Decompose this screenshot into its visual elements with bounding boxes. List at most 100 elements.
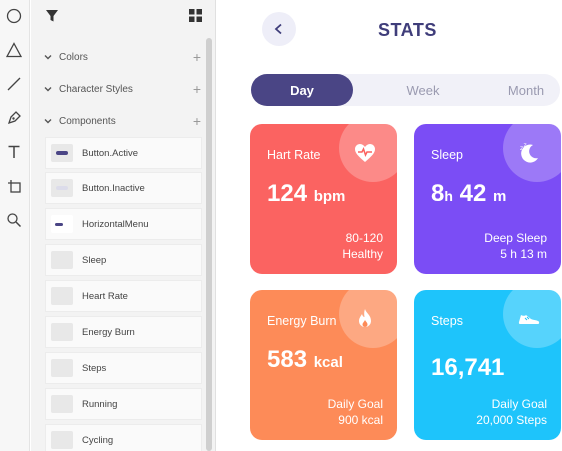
component-name: HorizontalMenu [82, 218, 149, 230]
component-thumbnail [51, 287, 73, 305]
component-name: Sleep [82, 254, 107, 266]
card-decoration [503, 290, 561, 348]
section-components[interactable]: Components + [31, 111, 209, 131]
energy-burn-card[interactable]: Energy Burn 583 kcal Daily Goal 900 kcal [250, 290, 397, 440]
chevron-down-icon [44, 55, 52, 60]
triangle-tool-icon[interactable] [4, 40, 24, 60]
energy-value: 583 kcal [267, 346, 343, 374]
section-label: Components [59, 115, 116, 127]
heart-status: Healthy [342, 247, 383, 261]
add-component-button[interactable]: + [192, 113, 202, 129]
card-title: Hart Rate [267, 148, 321, 162]
card-footer: Daily Goal 900 kcal [328, 396, 383, 428]
component-name: Button.Inactive [82, 182, 145, 194]
value-unit: kcal [313, 354, 343, 371]
heart-rate-value: 124 bpm [267, 180, 345, 208]
shoe-icon [504, 294, 554, 344]
component-thumbnail [51, 323, 73, 341]
card-footer: Deep Sleep 5 h 13 m [484, 230, 547, 262]
value-hours: 8 [431, 180, 445, 207]
assets-toolbar [31, 0, 215, 34]
component-thumbnail [51, 144, 73, 162]
heart-rate-icon [340, 128, 390, 178]
section-label: Colors [59, 51, 88, 63]
steps-goal-value: 20,000 Steps [476, 413, 547, 427]
heart-rate-card[interactable]: Hart Rate 124 bpm 80-120 Healthy [250, 124, 397, 274]
component-item[interactable]: Running [45, 388, 202, 420]
value-unit-hours: h [444, 188, 453, 204]
value-minutes: 42 [459, 180, 487, 207]
card-title: Sleep [431, 148, 463, 162]
card-decoration [503, 124, 561, 182]
ellipse-tool-icon[interactable] [4, 6, 24, 26]
chevron-left-icon [274, 23, 282, 35]
tab-week[interactable]: Week [406, 82, 440, 98]
chevron-down-icon [44, 119, 52, 124]
flame-icon [340, 294, 390, 344]
component-name: Heart Rate [82, 290, 128, 302]
page-title: STATS [378, 20, 437, 40]
filter-icon[interactable] [45, 9, 59, 23]
value-unit: bpm [313, 188, 346, 205]
component-name: Cycling [82, 434, 114, 446]
steps-value: 16,741 [431, 354, 505, 381]
tab-month[interactable]: Month [507, 82, 545, 98]
tool-rail [0, 0, 30, 451]
app-canvas: STATS Day Week Month Hart Rate 124 bpm 8… [233, 0, 562, 451]
card-title: Steps [431, 314, 463, 328]
line-tool-icon[interactable] [4, 74, 24, 94]
component-thumbnail [51, 431, 73, 449]
component-name: Button.Active [82, 147, 138, 159]
value-number: 583 [267, 346, 308, 373]
chevron-down-icon [44, 87, 52, 92]
back-button[interactable] [262, 12, 296, 46]
text-tool-icon[interactable] [4, 142, 24, 162]
assets-scrollbar[interactable] [206, 38, 212, 451]
zoom-tool-icon[interactable] [4, 210, 24, 230]
add-character-style-button[interactable]: + [192, 81, 202, 97]
deep-sleep-label: Deep Sleep [484, 231, 547, 245]
steps-card[interactable]: Steps 16,741 Daily Goal 20,000 Steps [414, 290, 561, 440]
component-item[interactable]: Energy Burn [45, 316, 202, 348]
period-tabs: Day Week Month [251, 74, 560, 106]
card-title: Energy Burn [267, 314, 337, 328]
component-item[interactable]: HorizontalMenu [45, 208, 202, 240]
component-thumbnail [51, 395, 73, 413]
svg-text:z: z [520, 145, 523, 152]
add-color-button[interactable]: + [192, 49, 202, 65]
component-item[interactable]: Steps [45, 352, 202, 384]
component-thumbnail [51, 359, 73, 377]
energy-goal-value: 900 kcal [338, 413, 383, 427]
artboard-tool-icon[interactable] [4, 176, 24, 196]
deep-sleep-value: 5 h 13 m [500, 247, 547, 261]
grid-view-icon[interactable] [189, 9, 202, 22]
component-name: Energy Burn [82, 326, 135, 338]
section-label: Character Styles [59, 83, 133, 95]
energy-goal-label: Daily Goal [327, 397, 383, 411]
heart-range: 80-120 [345, 231, 383, 245]
section-character-styles[interactable]: Character Styles + [31, 79, 209, 99]
component-item[interactable]: Cycling [45, 424, 202, 451]
component-thumbnail [51, 179, 73, 197]
component-item[interactable]: Button.Inactive [45, 172, 202, 204]
pen-tool-icon[interactable] [4, 108, 24, 128]
sleep-value: 8h 42 m [431, 180, 506, 208]
svg-text:z: z [524, 142, 527, 149]
component-thumbnail [51, 215, 73, 233]
component-thumbnail [51, 251, 73, 269]
value-number: 124 [267, 180, 308, 207]
section-colors[interactable]: Colors + [31, 47, 209, 67]
component-item[interactable]: Button.Active [45, 137, 202, 169]
component-name: Steps [82, 362, 107, 374]
component-item[interactable]: Sleep [45, 244, 202, 276]
card-footer: Daily Goal 20,000 Steps [476, 396, 547, 428]
component-item[interactable]: Heart Rate [45, 280, 202, 312]
steps-goal-label: Daily Goal [491, 397, 547, 411]
assets-panel: Colors + Character Styles + Components +… [31, 0, 216, 451]
card-footer: 80-120 Healthy [342, 230, 383, 262]
tab-day[interactable]: Day [251, 74, 353, 106]
value-unit-minutes: m [492, 188, 507, 205]
component-name: Running [82, 398, 118, 410]
